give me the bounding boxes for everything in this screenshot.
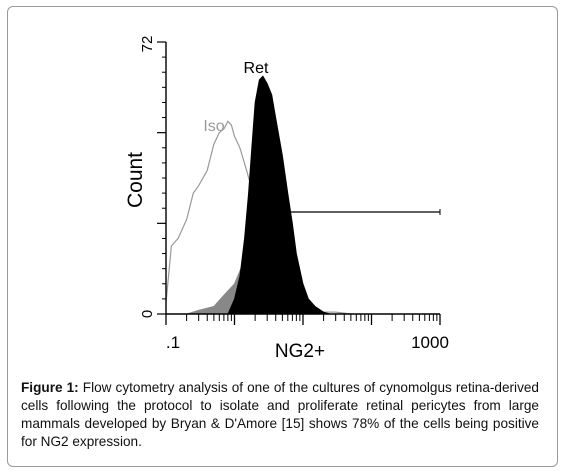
- y-tick-label-max: 72: [139, 36, 156, 53]
- flow-cytometry-histogram: 0 72 .1 1000 NG2+ Count Iso Ret: [124, 36, 449, 362]
- y-axis-title: Count: [124, 152, 147, 208]
- series-label-ret: Ret: [244, 60, 269, 77]
- x-tick-label-min: .1: [166, 333, 180, 352]
- figure-caption: Figure 1: Flow cytometry analysis of one…: [21, 379, 539, 451]
- x-tick-label-max: 1000: [411, 333, 449, 352]
- x-axis-title: NG2+: [275, 341, 325, 362]
- caption-text: Flow cytometry analysis of one of the cu…: [21, 380, 539, 449]
- y-tick-label-min: 0: [139, 310, 156, 318]
- series-ret-area: [227, 75, 331, 315]
- caption-label: Figure 1:: [21, 380, 79, 395]
- series-label-iso: Iso: [203, 118, 224, 135]
